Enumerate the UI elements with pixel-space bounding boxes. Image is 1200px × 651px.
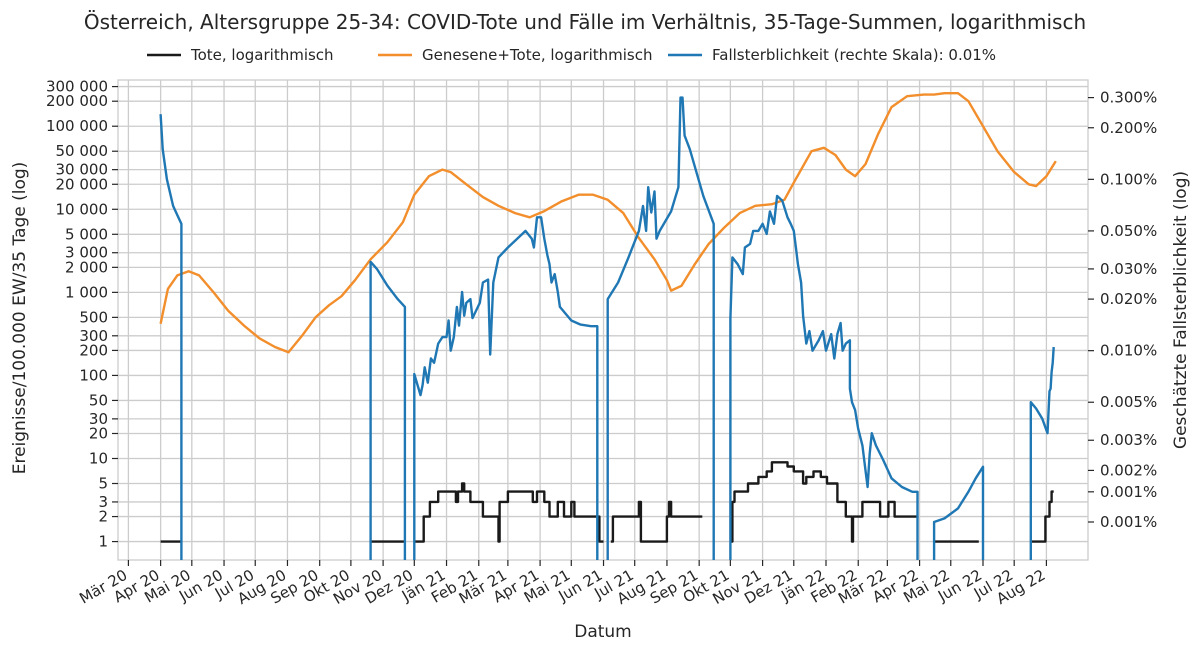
y-tick-label: 50 000 xyxy=(56,142,109,160)
y-tick-label: 100 xyxy=(79,366,108,384)
series-line-0 xyxy=(160,461,1054,543)
y-axis-label: Ereignisse/100.000 EW/35 Tage (log) xyxy=(10,162,30,475)
y-tick-label: 3 xyxy=(98,493,108,511)
legend: Tote, logarithmisch Genesene+Tote, logari… xyxy=(147,46,996,64)
y-tick-label: 2 xyxy=(98,508,108,526)
series-group xyxy=(159,92,1057,560)
y-tick-label: 300 xyxy=(79,327,108,345)
chart-title: Österreich, Altersgruppe 25-34: COVID-To… xyxy=(84,10,1086,34)
y2-tick-label: 0.050% xyxy=(1100,222,1157,240)
y2-tick-label: 0.300% xyxy=(1100,89,1157,107)
y2-tick-label: 0.001% xyxy=(1100,513,1157,531)
y-tick-label: 50 xyxy=(89,391,108,409)
y-tick-label: 30 000 xyxy=(56,161,109,179)
y-tick-label: 10 000 xyxy=(56,200,109,218)
y-tick-label: 1 000 xyxy=(65,283,108,301)
y-tick-label: 200 xyxy=(79,341,108,359)
series-line-2 xyxy=(159,96,1055,560)
x-axis-label: Datum xyxy=(574,622,632,642)
y2-tick-label: 0.003% xyxy=(1100,431,1157,449)
y2-axis-label: Geschätzte Fallsterblichkeit (log) xyxy=(1171,171,1191,449)
y-tick-label: 20 000 xyxy=(56,175,109,193)
y2-tick-label: 0.010% xyxy=(1100,342,1157,360)
y2-tick-label: 0.020% xyxy=(1100,290,1157,308)
y-tick-label: 200 000 xyxy=(46,92,108,110)
y-tick-label: 5 000 xyxy=(65,225,108,243)
y2-tick-label: 0.005% xyxy=(1100,393,1157,411)
series-line-1 xyxy=(159,92,1057,354)
y-tick-label: 1 xyxy=(98,533,108,551)
y2-tick-label: 0.030% xyxy=(1100,260,1157,278)
grid xyxy=(118,80,1088,560)
y-tick-label: 10 xyxy=(89,449,108,467)
y-tick-label: 500 xyxy=(79,308,108,326)
legend-entry-2: Fallsterblichkeit (rechte Skala): 0.01% xyxy=(712,46,996,64)
y-tick-label: 100 000 xyxy=(46,117,108,135)
y-tick-label: 30 xyxy=(89,410,108,428)
y-tick-label: 2 000 xyxy=(65,258,108,276)
y2-tick-label: 0.100% xyxy=(1100,170,1157,188)
y2-tick-label: 0.001% xyxy=(1100,483,1157,501)
y2-tick-label: 0.200% xyxy=(1100,119,1157,137)
y-tick-label: 300 000 xyxy=(46,78,108,96)
y-tick-label: 20 xyxy=(89,424,108,442)
legend-entry-1: Genesene+Tote, logarithmisch xyxy=(422,46,653,64)
y-tick-label: 5 xyxy=(98,475,108,493)
y-tick-label: 3 000 xyxy=(65,244,108,262)
y2-tick-label: 0.002% xyxy=(1100,461,1157,479)
legend-entry-0: Tote, logarithmisch xyxy=(190,46,334,64)
